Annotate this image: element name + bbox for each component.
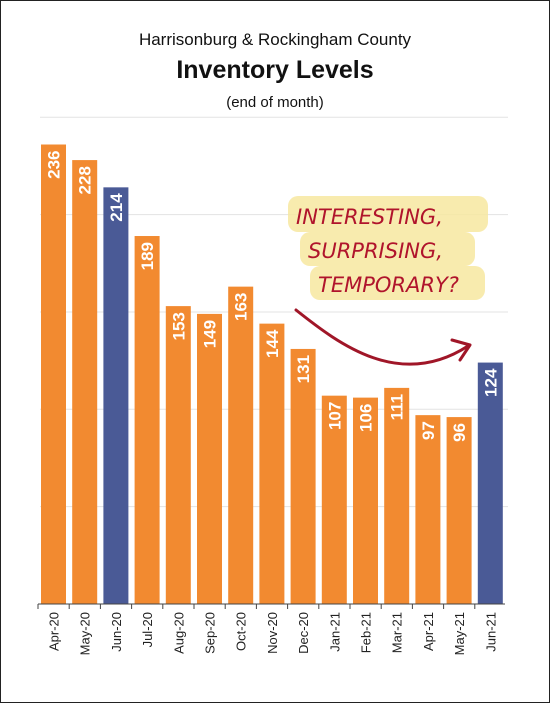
- data-label: 163: [232, 293, 251, 321]
- data-label: 131: [294, 355, 313, 383]
- data-label: 124: [481, 368, 500, 397]
- bar: [446, 417, 472, 604]
- bar: [197, 313, 222, 604]
- data-label: 97: [419, 421, 438, 440]
- data-label: 149: [201, 320, 220, 348]
- x-tick-label: Oct-20: [234, 612, 249, 651]
- data-label: 189: [138, 242, 157, 270]
- annotation-arrow: [294, 308, 470, 366]
- bar: [290, 348, 316, 604]
- annotation-highlight: [288, 196, 488, 232]
- bars: 236 228 214 189 153 149 163 144 131 107 106 111 97 96…: [41, 144, 503, 605]
- x-tick-label: Sep-20: [203, 612, 218, 654]
- bar: [103, 187, 129, 605]
- x-tick-label: May-21: [452, 612, 467, 655]
- bar: [477, 362, 503, 604]
- x-tick-label: Apr-20: [47, 612, 62, 651]
- bar: [353, 397, 378, 604]
- data-label: 153: [169, 312, 188, 340]
- x-tick-label: May-20: [78, 612, 93, 655]
- bar: [165, 306, 191, 604]
- bar: [228, 286, 254, 604]
- annotation: INTERESTING, SURPRISING, TEMPORARY?: [288, 196, 488, 366]
- data-label: 144: [263, 329, 282, 358]
- x-tick-label: Jun-20: [109, 612, 124, 652]
- annotation-line-3: TEMPORARY?: [318, 273, 459, 297]
- x-tick-label: Apr-21: [421, 612, 436, 651]
- x-tick-label: Dec-20: [296, 612, 311, 654]
- data-label: 214: [107, 193, 126, 222]
- data-label: 107: [325, 402, 344, 430]
- data-label: 111: [388, 394, 407, 421]
- bar: [384, 387, 410, 604]
- x-tick-label: Nov-20: [265, 612, 280, 654]
- bar: [41, 144, 66, 604]
- bar: [321, 395, 347, 604]
- chart-title: Inventory Levels: [176, 56, 374, 84]
- bar: [259, 323, 285, 604]
- x-tick-label: Jun-21: [483, 612, 498, 652]
- x-axis: Apr-20 May-20 Jun-20 Jul-20 Aug-20 Sep-20 Oct-…: [37, 603, 505, 655]
- x-tick-label: Jan-21: [327, 612, 342, 652]
- annotation-line-2: SURPRISING,: [308, 239, 443, 263]
- x-tick-label: Mar-21: [390, 612, 405, 653]
- data-label: 228: [76, 166, 95, 194]
- chart-subtitle: (end of month): [226, 94, 324, 111]
- annotation-arrowhead: [450, 338, 472, 362]
- data-label: 106: [357, 404, 376, 432]
- bar: [134, 236, 160, 604]
- bar: [415, 415, 441, 604]
- x-tick-label: Jul-20: [140, 612, 155, 647]
- chart-supertitle: Harrisonburg & Rockingham County: [138, 30, 412, 49]
- annotation-highlight: [300, 232, 475, 266]
- annotation-highlight: [310, 266, 485, 300]
- x-tick-label: Aug-20: [171, 612, 186, 654]
- data-label: 96: [450, 423, 469, 442]
- annotation-line-1: INTERESTING,: [296, 205, 443, 229]
- x-tick-label: Feb-21: [359, 612, 374, 653]
- data-label: 236: [45, 151, 64, 179]
- bar: [72, 160, 98, 605]
